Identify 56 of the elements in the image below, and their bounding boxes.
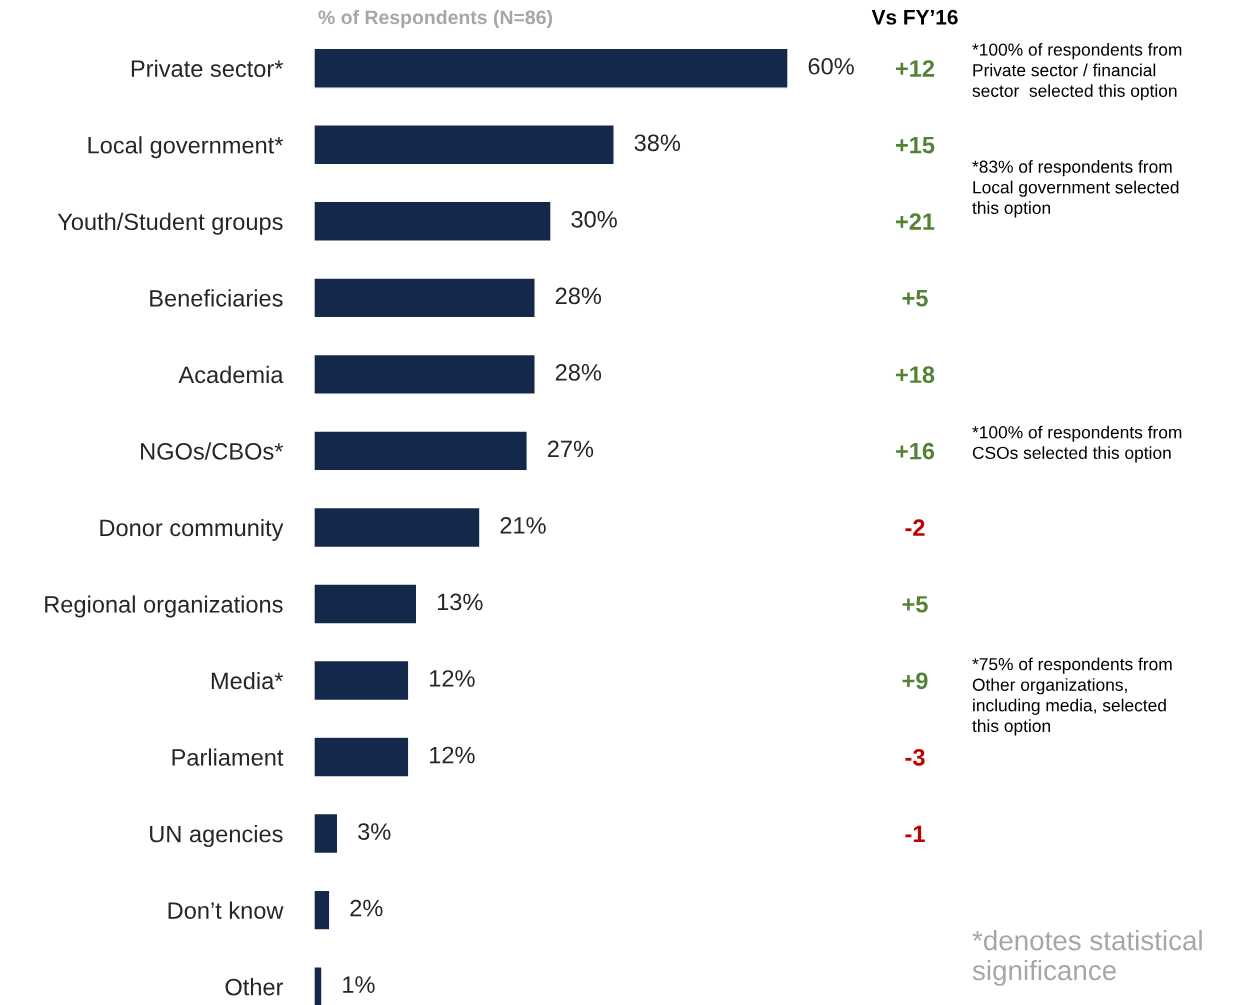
data-label: 60% <box>808 57 854 75</box>
y-tick-label: Youth/Student groups <box>57 212 283 235</box>
y-tick-label: Don’t know <box>168 901 284 919</box>
text: +5 <box>902 596 928 613</box>
y-tick-label: Academia <box>178 365 284 384</box>
text: *100% of respondents from Private sector / financial sector selected this option <box>972 43 1182 101</box>
data-label: 1% <box>343 976 375 993</box>
bar <box>313 200 552 242</box>
data-label: 13% <box>437 593 483 611</box>
bar <box>313 889 331 931</box>
data-label: 2% <box>350 899 383 917</box>
bar <box>313 277 536 319</box>
y-tick-label: Private sector* <box>131 59 284 78</box>
text: *75% of respondents from Other organizations, including media, selected this option <box>972 657 1172 736</box>
text: -3 <box>905 748 925 766</box>
bar <box>313 583 418 625</box>
data-label: 27% <box>547 440 594 458</box>
bar <box>313 506 481 549</box>
y-tick-label: NGOs/CBOs* <box>141 442 284 460</box>
data-label: 28% <box>555 364 602 381</box>
y-tick-label: Local government* <box>88 136 284 159</box>
y-tick-label: Donor community <box>100 518 284 541</box>
text: +15 <box>895 136 935 154</box>
bar <box>313 430 528 472</box>
text: *100% of respondents from CSOs selected this option <box>972 425 1182 463</box>
bar <box>313 47 789 89</box>
text: -2 <box>905 519 925 536</box>
data-label: 28% <box>555 287 602 305</box>
chart-title: % of Respondents (N=86) <box>318 9 553 29</box>
data-label: 30% <box>571 210 617 228</box>
text: +5 <box>902 290 928 307</box>
data-label: 12% <box>430 746 475 764</box>
y-tick-label: Media* <box>211 671 284 690</box>
data-label: 3% <box>358 823 391 840</box>
bar <box>313 353 536 395</box>
text: +21 <box>895 213 935 230</box>
y-tick-label: UN agencies <box>150 825 283 848</box>
text: Vs FY’16 <box>871 9 958 25</box>
data-label: 12% <box>430 670 475 687</box>
data-label: 38% <box>634 134 681 152</box>
text: +16 <box>895 442 935 460</box>
text: +18 <box>895 366 935 384</box>
bar <box>313 736 410 778</box>
text: -1 <box>905 825 925 842</box>
text: *denotes statistical significance <box>972 930 1202 986</box>
y-tick-label: Regional organizations <box>45 595 283 618</box>
text: +9 <box>902 672 928 690</box>
y-tick-label: Beneficiaries <box>150 289 283 307</box>
y-tick-label: Other <box>225 978 284 996</box>
bar <box>313 124 615 166</box>
bar <box>313 812 339 855</box>
bar <box>313 659 410 702</box>
y-tick-label: Parliament <box>172 748 284 766</box>
data-label: 21% <box>500 517 546 534</box>
text: +12 <box>895 60 935 77</box>
text: *83% of respondents from Local government selected this option <box>972 160 1179 218</box>
